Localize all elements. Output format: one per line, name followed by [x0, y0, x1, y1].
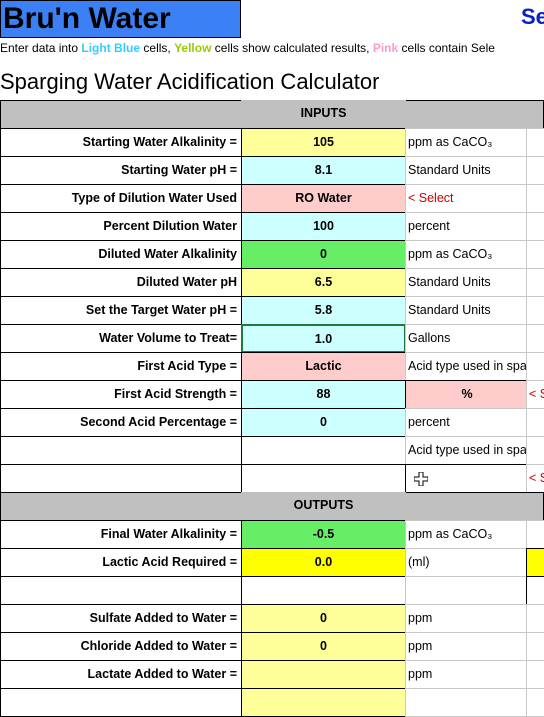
- value-cell[interactable]: 1.0: [241, 324, 406, 353]
- value-cell[interactable]: [241, 660, 406, 689]
- unit-cell: [405, 576, 527, 605]
- unit-cell: ppm: [405, 660, 527, 689]
- unit-cell: percent: [405, 408, 527, 437]
- row-label: Second Acid Percentage =: [0, 408, 242, 437]
- note-cell: [526, 520, 544, 549]
- value-cell[interactable]: 0.0: [241, 548, 406, 577]
- calculator-title: Sparging Water Acidification Calculator: [0, 69, 380, 94]
- sheet-link[interactable]: Se: [521, 4, 544, 29]
- value-cell[interactable]: 0: [241, 632, 406, 661]
- side-cell: [526, 548, 544, 577]
- value-cell[interactable]: 8.1: [241, 156, 406, 185]
- value-cell[interactable]: [241, 464, 406, 493]
- value-cell[interactable]: 105: [241, 128, 406, 157]
- note-cell: [526, 436, 544, 465]
- instruction-text: cells show calculated results,: [211, 41, 373, 55]
- note-cell: [526, 408, 544, 437]
- note-cell: [526, 184, 544, 213]
- row-label: Lactate Added to Water =: [0, 660, 242, 689]
- unit-cell: ppm: [405, 632, 527, 661]
- note-cell: [526, 212, 544, 241]
- value-cell[interactable]: -0.5: [241, 520, 406, 549]
- value-cell[interactable]: [241, 436, 406, 465]
- instructions: Enter data into Light Blue cells, Yellow…: [0, 40, 544, 56]
- value-cell[interactable]: 0: [241, 604, 406, 633]
- unit-cell: Standard Units: [405, 268, 527, 297]
- unit-cell: [405, 464, 527, 493]
- section-heading: OUTPUTS: [241, 492, 406, 521]
- instruction-text: cells,: [140, 41, 175, 55]
- unit-cell: (ml): [405, 548, 527, 577]
- row-label: Type of Dilution Water Used: [0, 184, 242, 213]
- value-cell[interactable]: [241, 576, 406, 605]
- row-label: Lactic Acid Required =: [0, 548, 242, 577]
- row-label: Starting Water pH =: [0, 156, 242, 185]
- unit-cell: ppm as CaCO₃: [405, 240, 527, 269]
- row-label: Final Water Alkalinity =: [0, 520, 242, 549]
- note-cell: [526, 268, 544, 297]
- row-label: Diluted Water Alkalinity: [0, 240, 242, 269]
- unit-cell: ppm as CaCO₃: [405, 520, 527, 549]
- row-label: Percent Dilution Water: [0, 212, 242, 241]
- note-cell: [526, 324, 544, 353]
- instruction-text: Yellow: [174, 41, 212, 55]
- row-label: [0, 576, 242, 605]
- note-cell: [526, 604, 544, 633]
- value-cell[interactable]: [241, 688, 406, 717]
- unit-cell: < Select: [405, 184, 527, 213]
- note-cell: < Select: [526, 464, 544, 493]
- row-label: Diluted Water pH: [0, 268, 242, 297]
- cursor: [413, 471, 429, 487]
- value-cell[interactable]: RO Water: [241, 184, 406, 213]
- value-cell[interactable]: 88: [241, 380, 406, 409]
- unit-cell: %: [405, 380, 527, 409]
- note-cell: [526, 632, 544, 661]
- row-label: Set the Target Water pH =: [0, 296, 242, 325]
- value-cell[interactable]: 6.5: [241, 268, 406, 297]
- note-cell: [526, 296, 544, 325]
- unit-cell: Acid type used in sparging: [405, 436, 527, 465]
- unit-cell: percent: [405, 212, 527, 241]
- value-cell[interactable]: 0: [241, 240, 406, 269]
- unit-cell: [405, 688, 527, 717]
- brand: Bru'n Water: [0, 0, 241, 38]
- value-cell[interactable]: 0: [241, 408, 406, 437]
- row-label: [0, 436, 242, 465]
- unit-cell: Standard Units: [405, 296, 527, 325]
- row-label: Starting Water Alkalinity =: [0, 128, 242, 157]
- row-label: Sulfate Added to Water =: [0, 604, 242, 633]
- note-cell: [526, 156, 544, 185]
- row-label: [0, 464, 242, 493]
- note-cell: [526, 128, 544, 157]
- section-heading: INPUTS: [241, 100, 406, 129]
- unit-cell: Gallons: [405, 324, 527, 353]
- row-label: [0, 688, 242, 717]
- instruction-text: Enter data into: [0, 41, 82, 55]
- row-label: Chloride Added to Water =: [0, 632, 242, 661]
- instruction-text: Pink: [372, 41, 399, 55]
- unit-cell: Standard Units: [405, 156, 527, 185]
- value-cell[interactable]: 5.8: [241, 296, 406, 325]
- value-cell[interactable]: 100: [241, 212, 406, 241]
- value-cell[interactable]: Lactic: [241, 352, 406, 381]
- row-label: First Acid Strength =: [0, 380, 242, 409]
- instruction-text: cells contain Sele: [398, 41, 495, 55]
- row-label: First Acid Type =: [0, 352, 242, 381]
- unit-cell: Acid type used in sparging: [405, 352, 527, 381]
- note-cell: < Select: [526, 380, 544, 409]
- unit-cell: ppm: [405, 604, 527, 633]
- side-cell: [526, 576, 544, 605]
- note-cell: [526, 352, 544, 381]
- instruction-text: Light Blue: [81, 41, 141, 55]
- row-label: Water Volume to Treat=: [0, 324, 242, 353]
- note-cell: [526, 240, 544, 269]
- unit-cell: ppm as CaCO₃: [405, 128, 527, 157]
- note-cell: [526, 688, 544, 717]
- note-cell: [526, 660, 544, 689]
